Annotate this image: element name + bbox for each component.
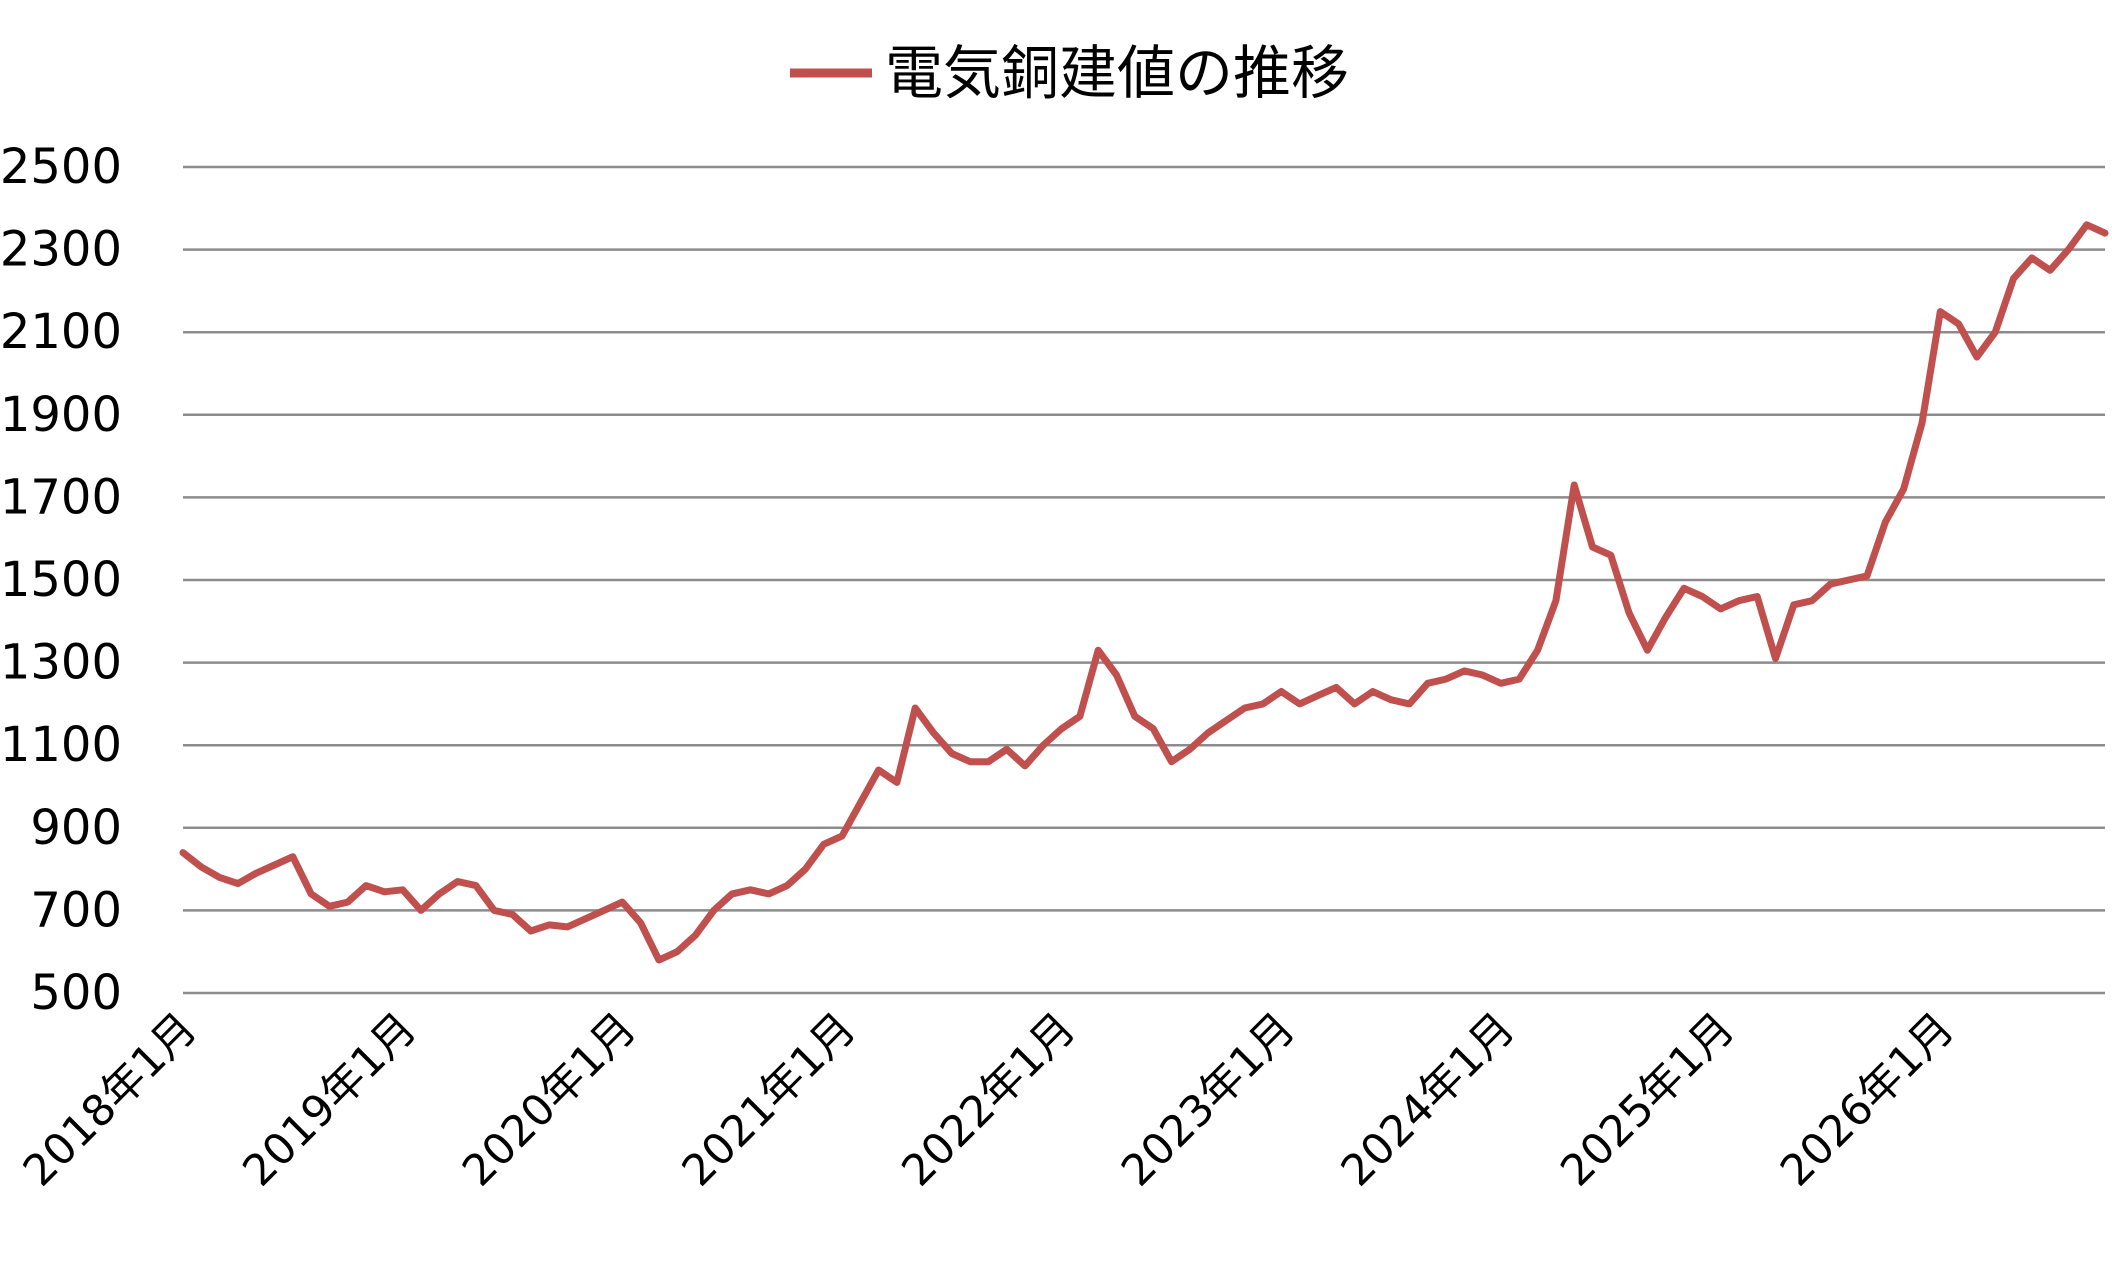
x-tick-label: 2018年1月 <box>14 1003 207 1196</box>
x-tick-label: 2025年1月 <box>1551 1003 1744 1196</box>
y-tick-label: 2100 <box>0 304 122 360</box>
x-tick-label: 2019年1月 <box>234 1003 427 1196</box>
legend: 電気銅建値の推移 <box>790 39 1349 107</box>
y-tick-label: 900 <box>30 800 122 856</box>
x-axis-ticks: 2018年1月 2019年1月 2020年1月 2021年1月 2022年1月 2023年… <box>14 1003 1964 1196</box>
series-group <box>179 221 2109 964</box>
y-tick-label: 1300 <box>0 635 122 691</box>
x-tick-label: 2020年1月 <box>453 1003 646 1196</box>
y-tick-label: 1100 <box>0 717 122 773</box>
legend-label: 電気銅建値の推移 <box>885 39 1349 107</box>
y-tick-label: 500 <box>30 965 122 1021</box>
x-tick-label: 2026年1月 <box>1771 1003 1964 1196</box>
y-tick-label: 700 <box>30 882 122 938</box>
y-tick-label: 1700 <box>0 469 122 525</box>
x-tick-label: 2022年1月 <box>893 1003 1086 1196</box>
gridlines <box>183 165 2105 995</box>
y-axis-ticks: 500 700 900 1100 1300 1500 1700 1900 2100 2300 250… <box>0 139 122 1021</box>
y-tick-label: 2500 <box>0 139 122 195</box>
y-tick-label: 2300 <box>0 222 122 278</box>
y-tick-label: 1500 <box>0 552 122 608</box>
series-line-0 <box>179 221 2109 964</box>
y-tick-label: 1900 <box>0 387 122 443</box>
x-tick-label: 2021年1月 <box>673 1003 866 1196</box>
x-tick-label: 2023年1月 <box>1112 1003 1305 1196</box>
x-tick-label: 2024年1月 <box>1332 1003 1525 1196</box>
